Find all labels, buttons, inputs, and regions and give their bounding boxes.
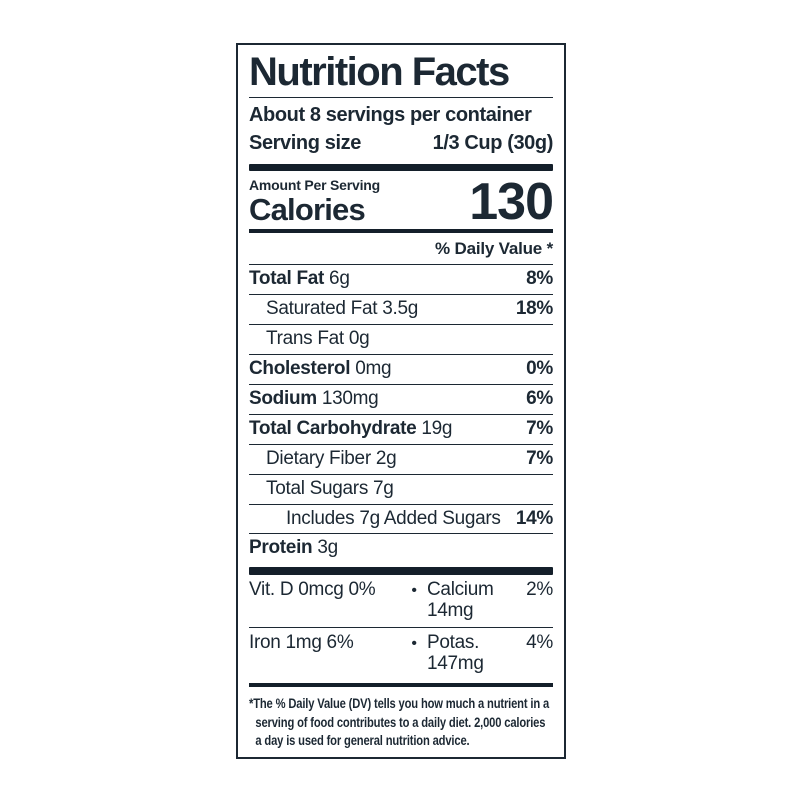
nutrient-row-saturated-fat: Saturated Fat 3.5g 18% [249, 295, 553, 324]
row-divider [249, 443, 553, 445]
calories-label: Calories [249, 192, 366, 228]
micronutrient-row-1: Vit. D 0mcg 0% • Calcium 14mg 2% [249, 575, 553, 627]
amount-per-serving-label: Amount Per Serving [249, 177, 380, 194]
nutrient-daily-value: 7% [526, 417, 553, 439]
nutrient-row-cholesterol: Cholesterol 0mg 0% [249, 355, 553, 384]
nutrient-name: Total Carbohydrate [249, 417, 417, 439]
section-bar-micronutrients [249, 567, 553, 575]
row-divider [249, 354, 553, 356]
nutrient-row-sodium: Sodium 130mg 6% [249, 385, 553, 414]
nutrient-name: Protein [249, 537, 313, 559]
nutrient-row-protein: Protein 3g [249, 534, 553, 563]
nutrition-facts-label: Nutrition Facts About 8 servings per con… [236, 43, 566, 759]
serving-size-row: Serving size 1/3 Cup (30g) [249, 131, 553, 156]
nutrient-daily-value: 7% [526, 447, 553, 469]
nutrient-daily-value: 8% [526, 268, 553, 290]
nutrient-row-added-sugars: Includes 7g Added Sugars 14% [249, 505, 553, 534]
nutrient-name: Trans Fat [266, 328, 344, 350]
nutrient-amount: 0mg [355, 358, 392, 380]
row-divider [249, 413, 553, 415]
row-divider [249, 626, 553, 628]
title-divider [249, 96, 553, 98]
bullet-separator-icon: • [411, 634, 417, 652]
row-divider [249, 503, 553, 505]
nutrient-name: Total Fat [249, 268, 325, 290]
nutrient-amount: 2g [375, 447, 397, 469]
nutrient-amount: 3.5g [382, 298, 418, 320]
row-divider [249, 473, 553, 475]
nutrient-row-dietary-fiber: Dietary Fiber 2g 7% [249, 445, 553, 474]
nutrient-name: Cholesterol [249, 358, 351, 380]
nutrient-daily-value: 18% [515, 298, 553, 320]
row-divider [249, 264, 553, 266]
micronutrient-left: Iron 1mg 6% [249, 631, 354, 653]
micronutrient-right-dv: 2% [526, 578, 553, 600]
label-title: Nutrition Facts [249, 50, 510, 94]
nutrient-name: Dietary Fiber [266, 447, 371, 469]
row-divider [249, 533, 553, 535]
nutrient-row-total-fat: Total Fat 6g 8% [249, 265, 553, 294]
nutrient-daily-value: 0% [526, 358, 553, 380]
row-divider [249, 324, 553, 326]
nutrient-amount: 19g [421, 417, 453, 439]
micronutrient-left: Vit. D 0mcg 0% [249, 578, 376, 600]
nutrient-amount: 0g [348, 328, 370, 350]
nutrient-amount: 130mg [321, 387, 379, 409]
nutrient-name: Includes 7g Added Sugars [286, 507, 501, 529]
serving-size-value: 1/3 Cup (30g) [432, 131, 554, 154]
nutrient-daily-value: 14% [515, 507, 553, 529]
daily-value-footnote: *The % Daily Value (DV) tells you how mu… [249, 695, 550, 748]
nutrient-name: Saturated Fat [266, 298, 378, 320]
nutrient-amount: 6g [329, 268, 350, 290]
micronutrient-right-name: Calcium 14mg [427, 578, 494, 621]
calories-block: Amount Per Serving Calories 130 [249, 171, 554, 231]
section-bar-top [249, 163, 553, 172]
calories-value: 130 [469, 172, 554, 231]
nutrient-row-total-sugars: Total Sugars 7g [249, 475, 553, 504]
micronutrient-row-2: Iron 1mg 6% • Potas. 147mg 4% [249, 628, 553, 680]
serving-size-label: Serving size [249, 131, 361, 154]
calories-left-column: Amount Per Serving Calories [249, 177, 380, 225]
calories-divider-bar [249, 229, 553, 234]
servings-per-container: About 8 servings per container [249, 103, 532, 126]
nutrient-row-total-carbohydrate: Total Carbohydrate 19g 7% [249, 415, 553, 444]
nutrient-amount: 7g [373, 477, 394, 499]
nutrient-amount: 3g [317, 537, 338, 559]
nutrient-name: Total Sugars [266, 477, 369, 499]
nutrient-name: Sodium [249, 387, 317, 409]
row-divider [249, 383, 553, 385]
nutrient-daily-value: 6% [526, 387, 553, 409]
daily-value-header: % Daily Value * [435, 239, 553, 259]
micronutrient-right-dv: 4% [526, 631, 553, 653]
row-divider [249, 294, 553, 296]
bullet-separator-icon: • [411, 581, 417, 599]
nutrient-row-trans-fat: Trans Fat 0g [249, 325, 553, 354]
micronutrient-right-name: Potas. 147mg [427, 631, 484, 674]
footnote-divider-bar [249, 683, 553, 688]
